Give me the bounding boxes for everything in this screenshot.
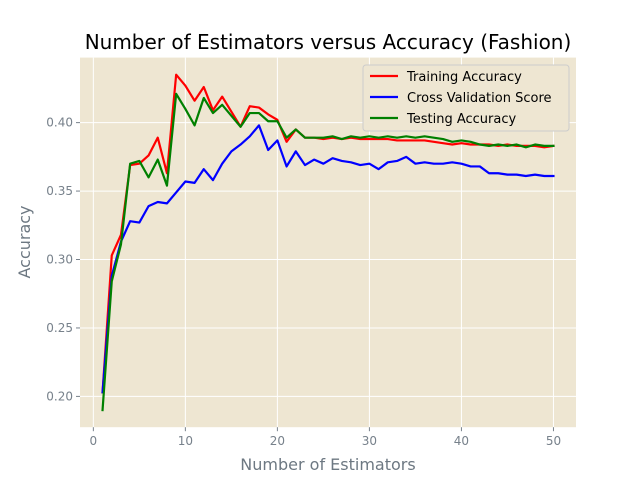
series-line-2 <box>101 124 555 394</box>
y-tick-label: 0.30 <box>46 253 73 267</box>
x-tick-label: 0 <box>90 434 98 448</box>
chart-title: Number of Estimators versus Accuracy (Fa… <box>85 30 572 54</box>
series-group <box>101 73 555 412</box>
x-tick-label: 10 <box>178 434 193 448</box>
legend: Training Accuracy Cross Validation Score T… <box>362 64 570 132</box>
y-axis-label: Accuracy <box>15 205 34 278</box>
legend-label: Training Accuracy <box>406 70 522 85</box>
legend-label: Cross Validation Score <box>407 91 552 106</box>
legend-box <box>362 64 570 132</box>
x-tick-label: 50 <box>546 434 561 448</box>
x-tick-label: 30 <box>362 434 377 448</box>
y-tick-label: 0.35 <box>46 184 73 198</box>
y-tick-label: 0.20 <box>46 389 73 403</box>
x-axis-label: Number of Estimators <box>240 455 415 474</box>
y-tick-label: 0.40 <box>46 116 73 130</box>
legend-label: Testing Accuracy <box>406 112 516 127</box>
y-tick-label: 0.25 <box>46 321 73 335</box>
x-tick-label: 40 <box>454 434 469 448</box>
series-line-3 <box>101 92 555 412</box>
x-axis: 0 10 20 30 40 50 <box>90 427 561 448</box>
x-tick-label: 20 <box>270 434 285 448</box>
y-axis: 0.20 0.25 0.30 0.35 0.40 <box>46 116 80 403</box>
